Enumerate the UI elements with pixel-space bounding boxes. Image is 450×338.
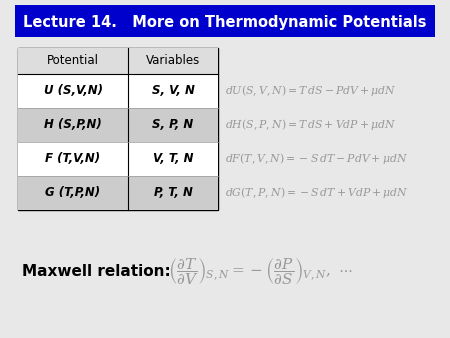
Text: $dG(T,P,N) = -S\,dT + VdP + \mu dN$: $dG(T,P,N) = -S\,dT + VdP + \mu dN$ <box>225 186 409 200</box>
Text: Variables: Variables <box>146 54 200 68</box>
Text: $\left(\dfrac{\partial T}{\partial V}\right)_{S,N} = -\left(\dfrac{\partial P}{\: $\left(\dfrac{\partial T}{\partial V}\ri… <box>168 257 353 287</box>
Bar <box>18 74 218 108</box>
Text: H (S,P,N): H (S,P,N) <box>44 119 102 131</box>
Bar <box>18 108 218 142</box>
Text: S, V, N: S, V, N <box>152 84 194 97</box>
Text: V, T, N: V, T, N <box>153 152 193 166</box>
Text: $dH(S,P,N) = T\,dS + VdP + \mu dN$: $dH(S,P,N) = T\,dS + VdP + \mu dN$ <box>225 118 396 132</box>
Bar <box>18 142 218 176</box>
Text: U (S,V,N): U (S,V,N) <box>44 84 103 97</box>
Text: $dF(T,V,N) = -S\,dT - PdV + \mu dN$: $dF(T,V,N) = -S\,dT - PdV + \mu dN$ <box>225 151 408 167</box>
Text: S, P, N: S, P, N <box>153 119 194 131</box>
Text: Maxwell relation:: Maxwell relation: <box>22 265 171 280</box>
Bar <box>15 5 435 37</box>
Text: $dU(S,V,N) = T\,dS - PdV + \mu dN$: $dU(S,V,N) = T\,dS - PdV + \mu dN$ <box>225 83 396 98</box>
Bar <box>18 176 218 210</box>
Bar <box>18 48 218 74</box>
Text: F (T,V,N): F (T,V,N) <box>45 152 100 166</box>
Bar <box>18 48 218 210</box>
Text: P, T, N: P, T, N <box>153 187 193 199</box>
Text: Lecture 14.   More on Thermodynamic Potentials: Lecture 14. More on Thermodynamic Potent… <box>23 16 427 30</box>
Text: G (T,P,N): G (T,P,N) <box>45 187 100 199</box>
Text: Potential: Potential <box>47 54 99 68</box>
